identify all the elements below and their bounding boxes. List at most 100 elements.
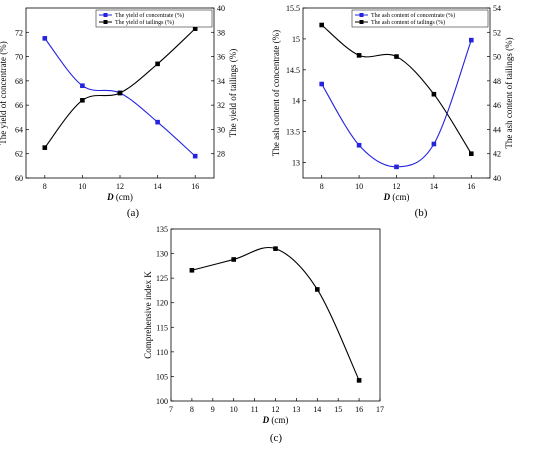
y-tick-label: 64: [15, 125, 23, 134]
series-line-1: [191, 246, 360, 381]
y-tick-label: 66: [15, 101, 23, 110]
y-tick-label: 15: [292, 35, 300, 44]
y-tick-label: 130: [156, 250, 168, 259]
x-axis-label: D (cm): [262, 415, 289, 425]
y-tick-label: 100: [156, 397, 168, 406]
y-tick-label: 110: [156, 348, 168, 357]
series-1-point: [319, 81, 324, 87]
x-tick-label: 12: [116, 182, 124, 191]
series-1-point: [42, 36, 48, 41]
panel-label: (b): [415, 207, 428, 219]
y2-tick-label: 28: [217, 150, 225, 159]
series-1-point: [155, 119, 160, 125]
legend-marker: [103, 20, 108, 24]
x-tick-label: 17: [376, 405, 384, 414]
chart-panel-1: 8 10 12 14 16 60 62 64 66 68 70 72 28 30 32 34 36 38 40 D (…: [0, 4, 238, 219]
y-tick-label: 105: [156, 372, 168, 381]
y-tick-label: 135: [156, 225, 168, 234]
y2-tick-label: 40: [493, 174, 501, 183]
series-line-1: [321, 39, 472, 168]
legend-box: [351, 9, 489, 28]
y2-tick-label: 32: [217, 101, 225, 110]
y-tick-label: 70: [15, 53, 23, 62]
x-tick-label: 16: [467, 182, 475, 191]
series-1-point: [394, 164, 399, 170]
y-axis-label: The ash content of concentrate (%): [271, 30, 281, 156]
series-1-point: [192, 153, 198, 159]
series-2-point: [192, 26, 198, 31]
y-tick-label: 120: [156, 299, 168, 308]
x-tick-label: 14: [313, 405, 321, 414]
series-line-2: [321, 24, 472, 155]
y-axis-label: The yield of concentrate (%): [0, 41, 8, 144]
x-tick-label: 10: [78, 182, 86, 191]
chart-panel-2: 8 10 12 14 16 13 13.5 14 14.5 15 15.5 40 42 44 46 48 50 5…: [271, 4, 514, 219]
legend-label: The yield of concentrate (%): [115, 12, 184, 19]
x-tick-label: 14: [154, 182, 162, 191]
x-tick-label: 12: [272, 405, 280, 414]
series-2-point: [356, 53, 362, 58]
series-1-point: [315, 287, 320, 292]
x-tick-label: 16: [355, 405, 363, 414]
x-tick-label: 16: [191, 182, 199, 191]
x-tick-label: 11: [251, 405, 259, 414]
x-tick-label: 8: [43, 182, 47, 191]
y-tick-label: 13: [292, 159, 300, 168]
series-1-point: [356, 142, 362, 148]
legend: The yield of concentrate (%)The yield of…: [95, 9, 213, 28]
x-axis-label: D (cm): [106, 192, 133, 202]
y-tick-label: 15.5: [286, 4, 300, 13]
series-line-2: [44, 28, 196, 148]
panel-label: (c): [270, 432, 283, 444]
legend: The ash content of concentrate (%)The as…: [351, 9, 489, 28]
y-tick-label: 72: [15, 28, 23, 37]
series-2-point: [155, 61, 160, 67]
y2-tick-label: 30: [217, 125, 225, 134]
series-2-point: [431, 91, 437, 97]
series-1-point: [189, 267, 195, 273]
series-1-point: [356, 378, 362, 383]
y2-tick-label: 42: [493, 150, 501, 159]
x-tick-label: 8: [190, 405, 194, 414]
x-tick-label: 8: [320, 182, 324, 191]
y2-axis-label: The yield of tailings (%): [228, 49, 238, 137]
x-tick-label: 12: [393, 182, 401, 191]
x-tick-label: 7: [169, 405, 173, 414]
x-tick-label: 10: [230, 405, 238, 414]
series-1-point: [431, 141, 437, 147]
y-axis-label: Comprehensive index K: [143, 271, 153, 359]
y-tick-label: 115: [156, 323, 168, 332]
legend-label: The yield of tailings (%): [115, 19, 174, 26]
x-axis-label: D (cm): [383, 192, 410, 202]
chart-panel-3: 7 8 9 10 11 12 13 14 15 16 17 100 105 110 115 120 125 130…: [143, 225, 384, 444]
y-tick-label: 13.5: [286, 128, 300, 137]
x-tick-label: 9: [211, 405, 215, 414]
legend-box: [95, 9, 213, 28]
series-1-point: [231, 257, 236, 262]
series-1-point: [80, 83, 85, 89]
series-1-point: [273, 246, 278, 251]
y2-tick-label: 54: [493, 4, 501, 13]
legend-marker: [359, 20, 364, 24]
legend-label: The ash content of concentrate (%): [371, 12, 455, 19]
series-2-point: [469, 151, 474, 157]
panel-label: (a): [127, 207, 140, 219]
y-tick-label: 60: [15, 174, 23, 183]
series-2-point: [117, 90, 123, 96]
y2-tick-label: 40: [217, 4, 225, 13]
series-2-point: [319, 22, 324, 28]
legend-marker: [359, 13, 364, 17]
y2-tick-label: 52: [493, 28, 501, 37]
series-2-point: [42, 145, 48, 150]
y-tick-label: 125: [156, 274, 168, 283]
y-tick-label: 62: [15, 150, 23, 159]
y-tick-label: 14: [292, 97, 300, 106]
legend-marker: [103, 13, 108, 17]
y2-axis-label: The ash content of tailings (%): [504, 37, 514, 148]
x-tick-label: 15: [334, 405, 342, 414]
series-1-point: [469, 37, 474, 43]
plot-frame: [170, 228, 381, 402]
y2-tick-label: 36: [217, 53, 225, 62]
series-line-1: [44, 38, 196, 157]
